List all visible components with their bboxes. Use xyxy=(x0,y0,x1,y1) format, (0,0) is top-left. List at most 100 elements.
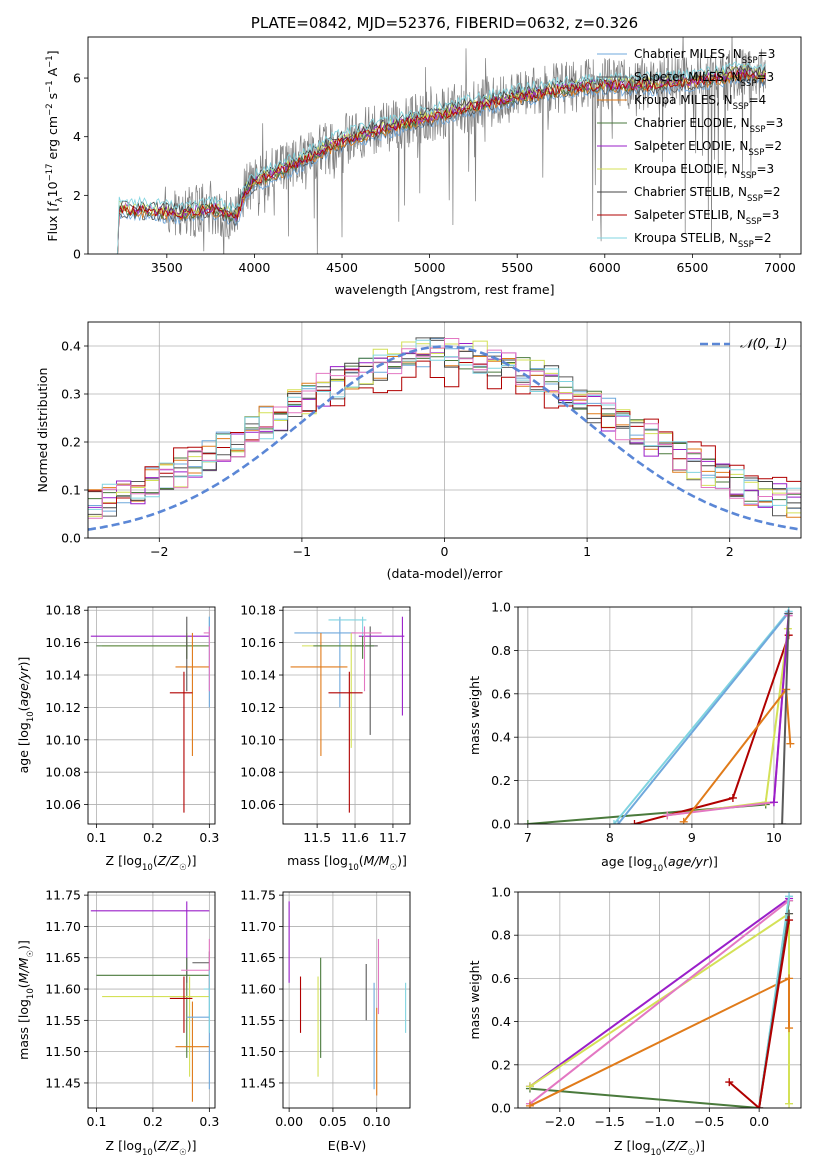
y-tick-label: 10.18 xyxy=(240,603,276,618)
label-part: ( xyxy=(16,983,31,988)
y-tick-label: 0.8 xyxy=(491,643,511,658)
weight-marker xyxy=(614,820,623,824)
y-tick-label: 11.50 xyxy=(240,1044,276,1059)
y-tick-label: 0.2 xyxy=(491,1057,511,1072)
weight-marker xyxy=(609,820,618,824)
x-axis-label: Z [log10(Z/Z☉)] xyxy=(106,1138,197,1158)
y-tick-label: 11.65 xyxy=(240,950,276,965)
weight-marker xyxy=(769,798,778,807)
errorbar-point xyxy=(102,976,210,1077)
errorbar-point xyxy=(96,957,210,1058)
label-part: SSP xyxy=(741,171,757,181)
label-part: SSP xyxy=(746,217,762,227)
x-tick-label: 0.3 xyxy=(199,830,219,845)
panel-weight-vs-age: 7 8 9 10 0.0 0.2 0.4 0.6 0.8 1.0 mass weight age [l… xyxy=(467,600,802,874)
weight-marker xyxy=(725,1078,734,1087)
errorbar-point xyxy=(186,989,210,1090)
y-tick-label: 11.55 xyxy=(45,1013,81,1028)
x-tick-label: 7 xyxy=(524,830,532,845)
x-tick-label: 0.2 xyxy=(143,1114,163,1129)
x-tick-label: 0.1 xyxy=(87,1114,107,1129)
y-tick-label: 0.4 xyxy=(491,730,511,745)
y-axis-label: Flux [fλ10−17 erg cm−2 s−1 A−1] xyxy=(45,50,65,241)
y-tick-label: 11.55 xyxy=(240,1013,276,1028)
legend-entry: 𝒩(0, 1) xyxy=(740,337,787,352)
panel-mass-vs-ebv: 0.00 0.05 0.10 11.45 11.50 11.55 11.60 11.65 11.… xyxy=(240,888,411,1153)
label-part: M/M xyxy=(16,957,31,983)
axes-frame xyxy=(87,891,216,1109)
model-line xyxy=(116,72,766,254)
axes-frame xyxy=(87,321,802,539)
errorbar-point xyxy=(328,671,363,813)
label-part: −2 xyxy=(45,103,55,116)
x-tick-label: 4500 xyxy=(326,260,358,275)
label-part: ( xyxy=(16,706,31,711)
x-axis-label: Z [log10(Z/Z☉)] xyxy=(106,853,197,873)
y-tick-label: 0.4 xyxy=(491,1014,511,1029)
label-part: Z [log xyxy=(106,1138,142,1153)
label-part: ☉ xyxy=(179,863,187,873)
x-tick-label: 0.3 xyxy=(199,1114,219,1129)
x-tick-label: 11.5 xyxy=(303,830,331,845)
label-part: Z [log xyxy=(106,853,142,868)
model-line xyxy=(116,75,766,254)
label-part: s xyxy=(45,93,60,104)
panel-age-vs-Z: 0.1 0.2 0.3 10.06 10.08 10.10 10.12 10.14 10.16 1… xyxy=(16,603,219,873)
histogram-step xyxy=(88,360,801,504)
label-part: 10 xyxy=(652,864,663,874)
label-part: )] xyxy=(187,853,197,868)
y-tick-label: 0.6 xyxy=(491,686,511,701)
errorbar-point xyxy=(181,938,210,996)
y-tick-label: 10.16 xyxy=(240,635,276,650)
weight-marker xyxy=(785,892,794,901)
label-part: 10 xyxy=(26,711,36,722)
weight-line xyxy=(667,628,789,817)
label-part: 10 xyxy=(45,181,60,197)
panel-weight-vs-Z: −2.0 −1.5 −1.0 −0.5 0.0 0.0 0.2 0.4 0.6 0.8 1.0 mas… xyxy=(467,885,802,1158)
errorbar-point xyxy=(175,1001,210,1102)
label-part: Flux [ xyxy=(45,207,60,242)
y-tick-label: 11.45 xyxy=(45,1075,81,1090)
plot-area xyxy=(290,616,405,813)
label-part: =4 xyxy=(749,93,767,107)
label-part: ☉ xyxy=(26,950,36,958)
weight-marker xyxy=(679,817,688,824)
label-part: =3 xyxy=(766,116,784,130)
x-axis-label: mass [log10(M/M☉)] xyxy=(287,853,407,873)
y-axis-label: Normed distribution xyxy=(35,368,50,493)
weight-marker xyxy=(525,1101,534,1108)
label-part: =3 xyxy=(756,70,774,84)
label-part: ( xyxy=(359,853,364,868)
weight-marker xyxy=(728,793,737,802)
legend-entry: Kroupa STELIB, NSSP=2 xyxy=(634,231,772,250)
y-tick-label: 10.10 xyxy=(45,732,81,747)
label-part: 10 xyxy=(142,863,153,873)
label-part: ☉ xyxy=(179,1148,187,1158)
y-tick-label: 11.70 xyxy=(240,919,276,934)
y-tick-label: 1.0 xyxy=(491,885,511,900)
weight-marker xyxy=(784,609,793,618)
axes-frame xyxy=(282,606,411,825)
legend-entry: Kroupa ELODIE, NSSP=3 xyxy=(634,162,774,181)
y-tick-label: 6 xyxy=(73,71,81,86)
label-part: )] xyxy=(397,853,407,868)
x-tick-label: 0.1 xyxy=(87,830,107,845)
label-part: SSP xyxy=(738,240,754,250)
panel-residuals: −2 −1 0 1 2 0.0 0.1 0.2 0.3 0.4 (data-model)/error… xyxy=(35,321,802,581)
x-tick-label: −2.0 xyxy=(545,1114,575,1129)
x-axis-label: E(B-V) xyxy=(328,1138,367,1153)
y-tick-label: 0.0 xyxy=(61,531,81,546)
y-tick-label: 0.8 xyxy=(491,928,511,943)
x-tick-label: 3500 xyxy=(151,260,183,275)
y-tick-label: 10.06 xyxy=(240,797,276,812)
y-tick-label: 10.16 xyxy=(45,635,81,650)
label-part: erg cm xyxy=(45,116,60,164)
label-part: age [log xyxy=(16,722,31,773)
x-tick-label: 5500 xyxy=(501,260,533,275)
plot-area xyxy=(116,37,766,254)
panel-spectrum: 3500 4000 4500 5000 5500 6000 6500 7000 0 2 4 6 PLAT… xyxy=(45,14,802,297)
label-part: SSP xyxy=(742,56,758,66)
x-tick-label: 9 xyxy=(688,830,696,845)
y-tick-label: 11.65 xyxy=(45,950,81,965)
